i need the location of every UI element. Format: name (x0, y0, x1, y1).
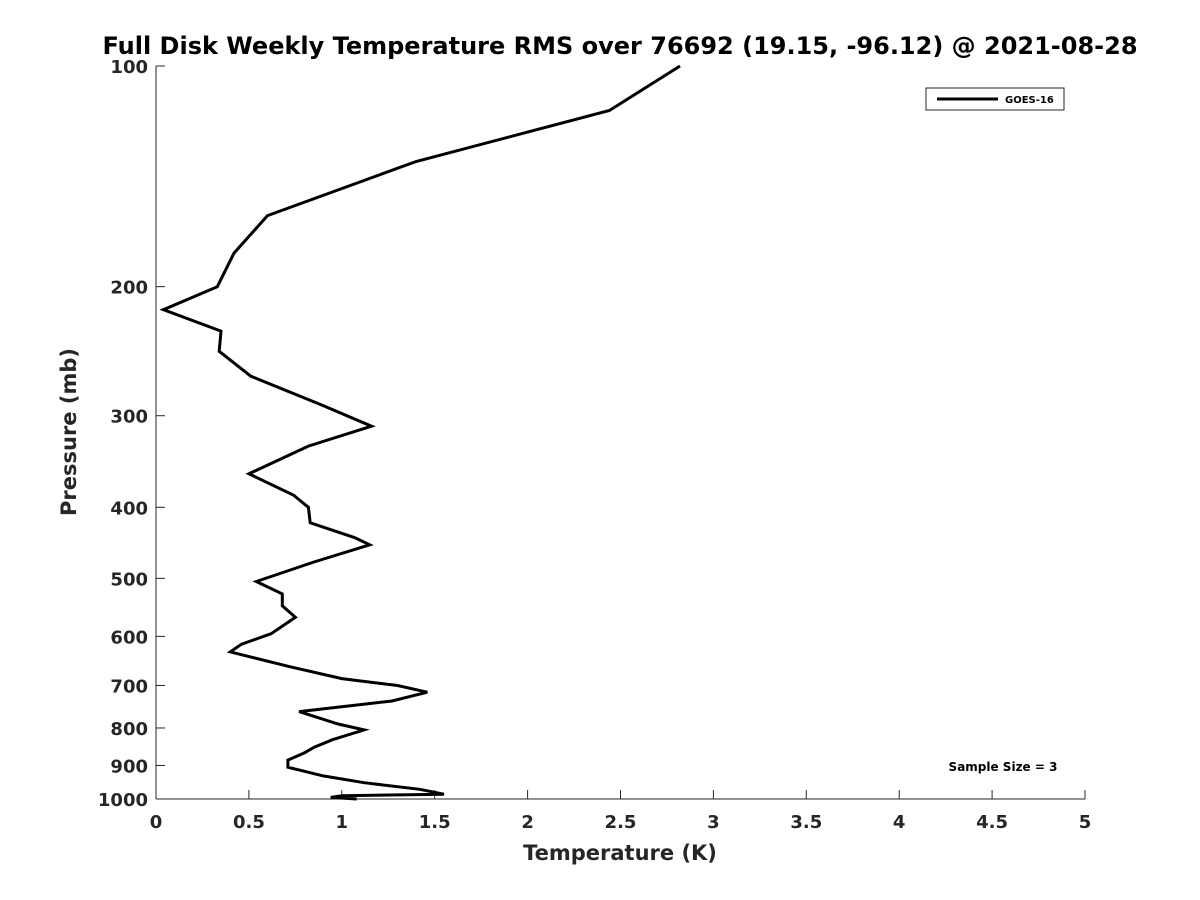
y-tick-label: 500 (110, 569, 148, 590)
x-tick-label: 4 (893, 812, 906, 833)
y-tick-label: 900 (110, 756, 148, 777)
x-tick-label: 2 (521, 812, 534, 833)
series-line-goes-16 (159, 64, 681, 801)
y-tick-label: 200 (110, 278, 148, 299)
y-tick-label: 100 (110, 57, 148, 78)
sample-size-annotation: Sample Size = 3 (949, 760, 1058, 774)
legend-label-goes-16: GOES-16 (1005, 95, 1054, 106)
y-tick-label: 800 (110, 719, 148, 740)
x-tick-label: 0 (150, 812, 163, 833)
y-tick-label: 1000 (98, 790, 148, 811)
plot-area: 0 0.5 1 1.5 2 2.5 3 3.5 4 4.5 5 100 200 300 400 500 600 7… (98, 57, 1091, 833)
x-tick-label: 0.5 (233, 812, 265, 833)
legend: GOES-16 (925, 87, 1065, 111)
y-tick-label: 300 (110, 407, 148, 428)
x-tick-label: 5 (1079, 812, 1092, 833)
x-tick-label: 3.5 (790, 812, 822, 833)
x-tick-label: 2.5 (605, 812, 637, 833)
y-tick-label: 700 (110, 676, 148, 697)
x-tick-label: 3 (707, 812, 720, 833)
chart-title: Full Disk Weekly Temperature RMS over 76… (102, 32, 1137, 60)
x-tick-label: 1.5 (419, 812, 451, 833)
x-tick-label: 4.5 (976, 812, 1008, 833)
y-tick-label: 600 (110, 627, 148, 648)
y-axis-label: Pressure (mb) (57, 348, 81, 516)
x-axis-label: Temperature (K) (523, 841, 717, 865)
y-tick-label: 400 (110, 498, 148, 519)
x-tick-label: 1 (336, 812, 349, 833)
